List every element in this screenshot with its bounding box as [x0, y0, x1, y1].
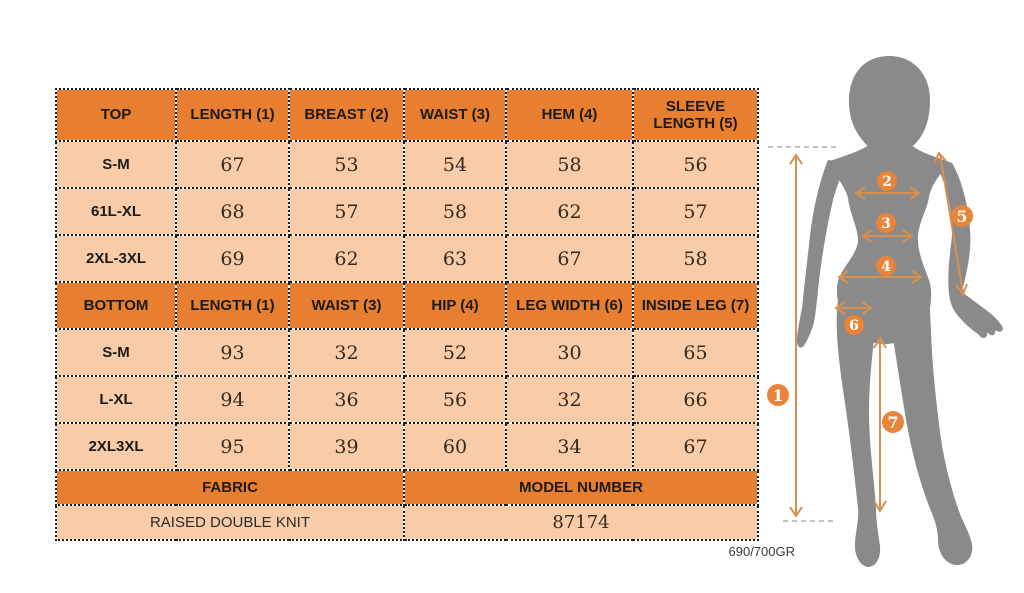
fabric-label: FABRIC [55, 469, 405, 506]
size-label: 2XL-3XL [55, 234, 177, 283]
model-number-label: MODEL NUMBER [403, 469, 759, 506]
marker-7: 7 [882, 411, 904, 433]
size-label: S-M [55, 328, 177, 377]
marker-number-6: 6 [849, 318, 859, 334]
silhouette-left-leg [836, 300, 881, 567]
col-header-leg-width: LEG WIDTH (6) [505, 281, 634, 330]
marker-2: 2 [877, 171, 897, 191]
fabric-value: RAISED DOUBLE KNIT [55, 504, 405, 541]
col-header-top: TOP [55, 88, 177, 142]
measurement-value: 58 [632, 234, 759, 283]
footer-header-row: FABRIC MODEL NUMBER [55, 469, 759, 506]
measurement-value: 95 [175, 422, 290, 471]
measurement-value: 57 [632, 187, 759, 236]
col-header-waist-top: WAIST (3) [403, 88, 507, 142]
size-label: 2XL3XL [55, 422, 177, 471]
model-silhouette [796, 56, 1003, 567]
marker-circle-3 [876, 213, 896, 233]
measurement-value: 32 [505, 375, 634, 424]
measurement-value: 63 [403, 234, 507, 283]
measurement-value: 56 [632, 140, 759, 189]
measurement-value: 67 [632, 422, 759, 471]
table-row: S-M 67 53 54 58 56 [55, 140, 759, 189]
size-label: L-XL [55, 375, 177, 424]
measurement-value: 67 [175, 140, 290, 189]
footer-value-row: RAISED DOUBLE KNIT 87174 [55, 504, 759, 541]
table-row: 61L-XL 68 57 58 62 57 [55, 187, 759, 236]
marker-6: 6 [844, 315, 864, 335]
measurement-value: 30 [505, 328, 634, 377]
measurement-value: 69 [175, 234, 290, 283]
marker-4: 4 [876, 256, 896, 276]
measurement-value: 68 [175, 187, 290, 236]
table-row: 2XL-3XL 69 62 63 67 58 [55, 234, 759, 283]
size-table: TOP LENGTH (1) BREAST (2) WAIST (3) HEM … [55, 88, 759, 541]
measurement-markers: 1 2 3 4 5 6 7 [767, 171, 973, 433]
col-header-length-top: LENGTH (1) [175, 88, 290, 142]
col-header-sleeve-length: SLEEVE LENGTH (5) [632, 88, 759, 142]
col-header-hip: HIP (4) [403, 281, 507, 330]
size-label: 61L-XL [55, 187, 177, 236]
marker-number-2: 2 [882, 174, 892, 190]
measurement-arrows [789, 151, 968, 518]
measurement-value: 39 [288, 422, 405, 471]
size-label: S-M [55, 140, 177, 189]
measurement-value: 53 [288, 140, 405, 189]
measurement-value: 60 [403, 422, 507, 471]
model-number-value: 87174 [403, 504, 759, 541]
marker-number-1: 1 [772, 386, 783, 405]
col-header-hem: HEM (4) [505, 88, 634, 142]
marker-number-7: 7 [887, 413, 898, 432]
measurement-value: 52 [403, 328, 507, 377]
col-header-inside-leg: INSIDE LEG (7) [632, 281, 759, 330]
marker-number-3: 3 [881, 216, 891, 232]
measurement-value: 67 [505, 234, 634, 283]
measurement-value: 93 [175, 328, 290, 377]
marker-circle-7 [882, 411, 904, 433]
bottom-header-row: BOTTOM LENGTH (1) WAIST (3) HIP (4) LEG … [55, 281, 759, 330]
measurement-value: 62 [288, 234, 405, 283]
marker-circle-1 [767, 384, 789, 406]
marker-circle-2 [877, 171, 897, 191]
weight-note: 690/700GR [728, 544, 796, 559]
marker-5: 5 [951, 205, 973, 227]
measurement-value: 34 [505, 422, 634, 471]
marker-circle-4 [876, 256, 896, 276]
marker-circle-6 [844, 315, 864, 335]
measurement-value: 57 [288, 187, 405, 236]
silhouette-right-arm [938, 163, 1003, 339]
table-row: L-XL 94 36 56 32 66 [55, 375, 759, 424]
top-header-row: TOP LENGTH (1) BREAST (2) WAIST (3) HEM … [55, 88, 759, 142]
marker-number-5: 5 [956, 207, 967, 226]
marker-3: 3 [876, 213, 896, 233]
silhouette-head [848, 56, 930, 150]
col-header-length-bottom: LENGTH (1) [175, 281, 290, 330]
table-row: S-M 93 32 52 30 65 [55, 328, 759, 377]
col-header-breast: BREAST (2) [288, 88, 405, 142]
measurement-value: 58 [403, 187, 507, 236]
measurement-value: 56 [403, 375, 507, 424]
col-header-waist-bottom: WAIST (3) [288, 281, 405, 330]
marker-circle-5 [951, 205, 973, 227]
measurement-value: 62 [505, 187, 634, 236]
marker-number-4: 4 [881, 259, 891, 275]
silhouette-right-leg [888, 298, 973, 566]
measurement-value: 94 [175, 375, 290, 424]
silhouette-left-arm [796, 160, 848, 348]
marker-1: 1 [767, 384, 789, 406]
measurement-value: 36 [288, 375, 405, 424]
measurement-value: 58 [505, 140, 634, 189]
col-header-bottom: BOTTOM [55, 281, 177, 330]
table-row: 2XL3XL 95 39 60 34 67 [55, 422, 759, 471]
measurement-value: 66 [632, 375, 759, 424]
measurement-value: 54 [403, 140, 507, 189]
measurement-value: 32 [288, 328, 405, 377]
measurement-value: 65 [632, 328, 759, 377]
